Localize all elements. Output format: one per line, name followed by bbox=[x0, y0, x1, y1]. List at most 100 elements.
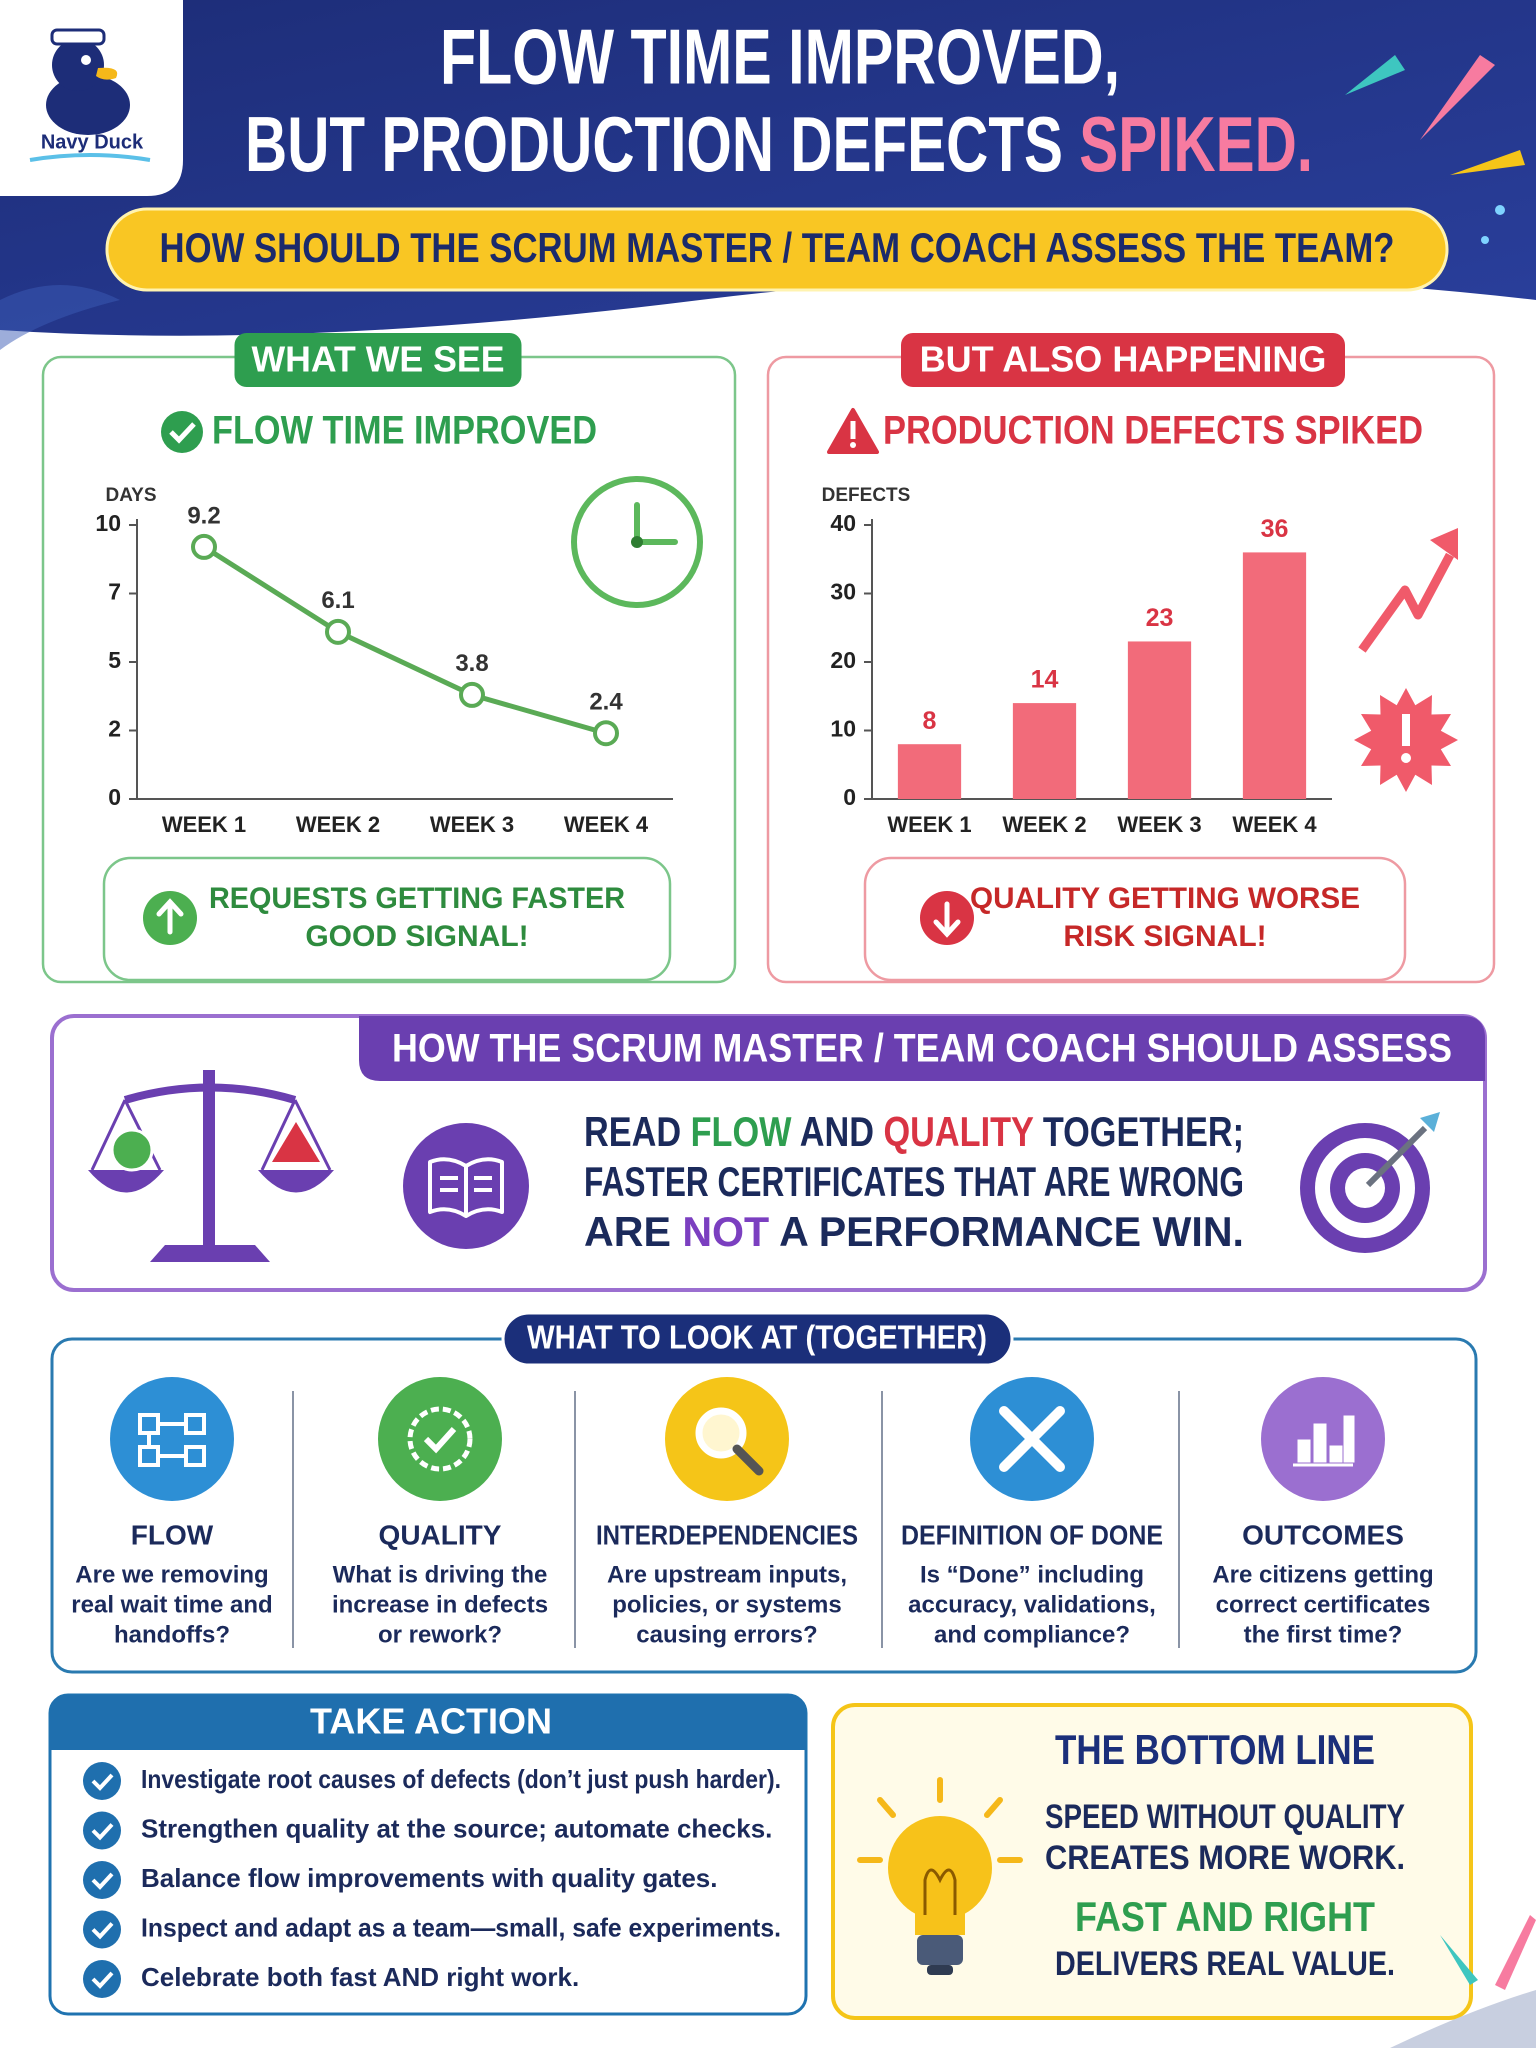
y-tick-label: 0 bbox=[843, 784, 856, 810]
look-item-title: DEFINITION OF DONE bbox=[901, 1519, 1163, 1550]
panel-badge-text: BUT ALSO HAPPENING bbox=[920, 339, 1327, 380]
look-item-line: the first time? bbox=[1244, 1621, 1403, 1648]
look-badge bbox=[501, 1311, 1014, 1367]
clock-center bbox=[631, 536, 643, 548]
duck-eye bbox=[81, 55, 91, 65]
quality-glyph bbox=[407, 1406, 473, 1472]
assess-header-bar bbox=[359, 1016, 1485, 1081]
look-item-line: Are citizens getting bbox=[1212, 1561, 1433, 1588]
action-item: Celebrate both fast AND right work. bbox=[141, 1962, 579, 1992]
assess-message-part: FASTER CERTIFICATES THAT ARE WRONG bbox=[584, 1158, 1244, 1205]
bottom-line: CREATES MORE WORK. bbox=[1045, 1839, 1405, 1877]
x-tick-label: WEEK 1 bbox=[887, 812, 971, 837]
action-check-mark bbox=[91, 1823, 114, 1841]
y-axis-label: DAYS bbox=[105, 485, 156, 506]
flow-point bbox=[325, 618, 351, 645]
title-line-1: FLOW TIME IMPROVED, bbox=[440, 13, 1120, 101]
alert-mark bbox=[1402, 714, 1410, 746]
data-label: 8 bbox=[923, 707, 937, 735]
look-item-line: handoffs? bbox=[114, 1621, 230, 1648]
assess-title: HOW THE SCRUM MASTER / TEAM COACH SHOULD… bbox=[392, 1027, 1452, 1071]
warning-dot bbox=[850, 442, 856, 448]
look-item-title: QUALITY bbox=[379, 1519, 502, 1550]
logo-wave bbox=[29, 153, 151, 162]
scales-beam bbox=[123, 1083, 297, 1104]
x-tick-label: WEEK 4 bbox=[1232, 812, 1317, 837]
assess-message-part: NOT bbox=[682, 1208, 769, 1255]
action-check bbox=[83, 1861, 121, 1899]
look-item-line: increase in defects bbox=[332, 1591, 548, 1618]
bar bbox=[897, 744, 962, 799]
assess-message-part: A PERFORMANCE WIN. bbox=[769, 1208, 1244, 1255]
look-icon bbox=[110, 1377, 234, 1501]
bulb-base bbox=[917, 1935, 963, 1965]
action-title: TAKE ACTION bbox=[310, 1701, 552, 1742]
bar bbox=[1242, 552, 1307, 799]
signal-text: QUALITY GETTING WORSE bbox=[970, 882, 1360, 915]
trend-arrow bbox=[1358, 552, 1454, 653]
clock-icon bbox=[571, 476, 703, 608]
look-item-line: accuracy, validations, bbox=[908, 1591, 1156, 1618]
action-check bbox=[83, 1960, 121, 1998]
signal-text: RISK SIGNAL! bbox=[1063, 920, 1266, 953]
scales-pan bbox=[258, 1170, 334, 1193]
chart-glyph bbox=[1293, 1415, 1355, 1467]
panel-badge bbox=[234, 333, 522, 387]
duck-hat bbox=[50, 28, 106, 46]
look-item-title: FLOW bbox=[131, 1519, 214, 1550]
data-label: 2.4 bbox=[589, 689, 623, 716]
bulb-filament bbox=[923, 1868, 957, 1915]
assess-message-part: FLOW bbox=[691, 1108, 792, 1155]
signal-arrow bbox=[933, 901, 961, 938]
panel-badge bbox=[901, 333, 1345, 387]
look-title: WHAT TO LOOK AT (TOGETHER) bbox=[527, 1319, 987, 1356]
check-icon bbox=[161, 411, 203, 453]
target-arrow bbox=[1365, 1125, 1428, 1188]
scales-pan bbox=[88, 1170, 164, 1193]
panel-heading: PRODUCTION DEFECTS SPIKED bbox=[883, 409, 1423, 453]
scales-warning bbox=[272, 1122, 320, 1162]
bulb-neck bbox=[915, 1905, 965, 1935]
look-item-line: Is “Done” including bbox=[920, 1561, 1144, 1588]
action-item: Strengthen quality at the source; automa… bbox=[141, 1813, 772, 1843]
data-label: 14 bbox=[1031, 666, 1059, 694]
flow-point bbox=[459, 681, 485, 708]
data-label: 3.8 bbox=[455, 650, 488, 677]
action-check-mark bbox=[91, 1922, 114, 1940]
action-check bbox=[83, 1762, 121, 1800]
bottom-highlight: FAST AND RIGHT bbox=[1075, 1893, 1375, 1940]
assess-message-part: QUALITY bbox=[884, 1108, 1034, 1155]
action-item: Balance flow improvements with quality g… bbox=[141, 1863, 717, 1893]
warning-mark bbox=[850, 421, 856, 439]
confetti bbox=[1345, 55, 1405, 95]
bottom-closing: DELIVERS REAL VALUE. bbox=[1055, 1945, 1395, 1983]
y-tick-label: 10 bbox=[95, 510, 121, 536]
look-item-line: causing errors? bbox=[636, 1621, 817, 1648]
y-tick-label: 20 bbox=[830, 647, 856, 673]
confetti bbox=[1450, 150, 1525, 175]
target-fletch bbox=[1420, 1112, 1440, 1132]
confetti bbox=[1481, 236, 1489, 244]
signal-box bbox=[102, 856, 672, 982]
look-item-line: or rework? bbox=[378, 1621, 502, 1648]
look-item-title: OUTCOMES bbox=[1242, 1519, 1404, 1550]
data-label: 9.2 bbox=[187, 502, 220, 529]
header-splash bbox=[0, 285, 120, 350]
check-mark bbox=[169, 422, 196, 444]
assess-message: ARE NOT A PERFORMANCE WIN. bbox=[584, 1208, 1244, 1255]
assess-message-part: ARE bbox=[584, 1208, 682, 1255]
assess-message-part: READ bbox=[584, 1108, 691, 1155]
assess-message-part: TOGETHER; bbox=[1033, 1108, 1244, 1155]
look-item-line: policies, or systems bbox=[612, 1591, 841, 1618]
x-tick-label: WEEK 4 bbox=[564, 812, 649, 837]
search-handle bbox=[732, 1444, 764, 1476]
action-check-mark bbox=[91, 1971, 114, 1989]
look-icon bbox=[378, 1377, 502, 1501]
y-tick-label: 7 bbox=[108, 579, 121, 605]
scales-base bbox=[150, 1245, 270, 1262]
bar bbox=[1012, 703, 1077, 799]
bottom-line: SPEED WITHOUT QUALITY bbox=[1045, 1798, 1405, 1836]
data-label: 36 bbox=[1261, 515, 1289, 543]
